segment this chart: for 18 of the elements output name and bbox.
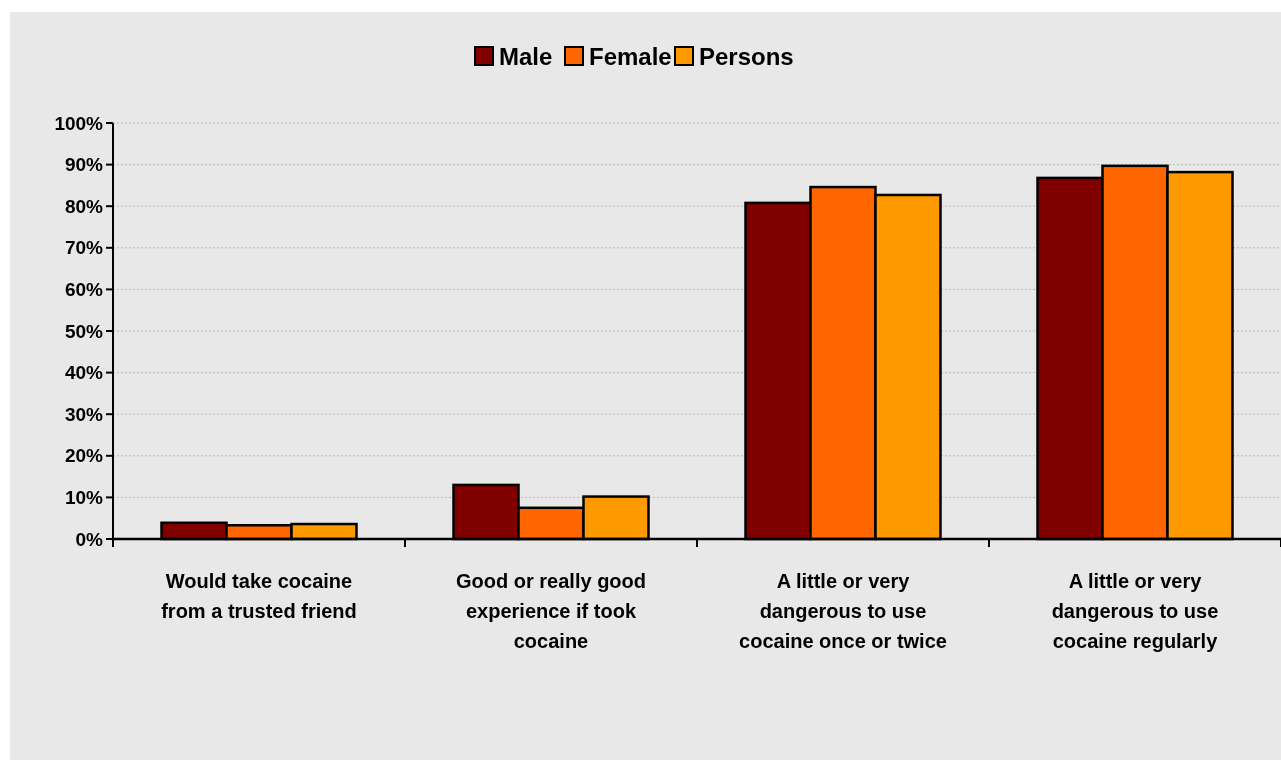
x-tick-label: A little or very dangerous to use cocaine regularly (1051, 570, 1219, 652)
legend-label: Persons (699, 43, 794, 71)
y-tick-label: 80% (64, 195, 104, 217)
legend-label: Male (499, 43, 553, 71)
x-tick-label: Good or really good experience if took cocaine (455, 570, 647, 652)
y-tick-label: 70% (64, 237, 104, 259)
x-tick-label: A little or very dangerous to use cocaine once or twice (739, 570, 947, 652)
y-tick-label: 50% (64, 320, 104, 342)
y-tick-label: 90% (64, 154, 104, 176)
y-tick-label: 100% (54, 112, 104, 134)
legend-label: Female (589, 43, 672, 71)
y-tick-label: 60% (64, 279, 104, 301)
y-tick-label: 10% (64, 487, 104, 509)
y-tick-label: 20% (64, 445, 104, 467)
x-tick-label: Would take cocaine from a trusted friend (161, 570, 357, 622)
y-tick-label: 30% (64, 403, 104, 425)
y-tick-label: 40% (64, 362, 104, 384)
y-tick-label: 0% (75, 528, 104, 550)
